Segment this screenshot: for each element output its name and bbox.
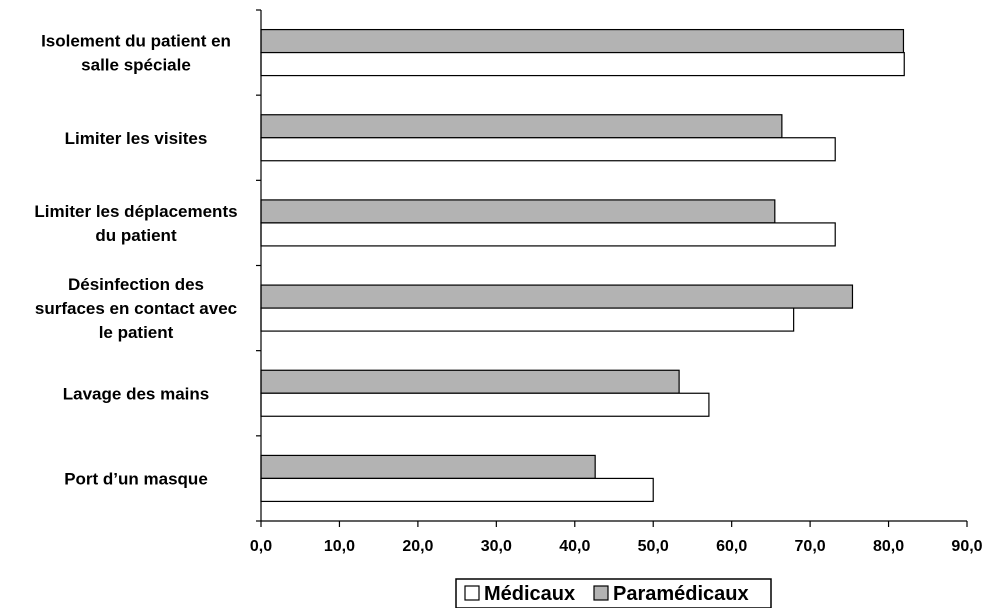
bar-paramedicaux	[260, 284, 854, 309]
bar-medicaux	[260, 392, 710, 417]
x-tick-label: 40,0	[559, 538, 590, 555]
category-label: Lavage des mains	[63, 384, 209, 403]
bar-paramedicaux	[260, 369, 680, 394]
bar-medicaux	[260, 222, 836, 247]
x-tick-label: 30,0	[481, 538, 512, 555]
category-label: Limiter les déplacements du patient	[34, 202, 237, 245]
category-label: Isolement du patient en salle spéciale	[41, 32, 231, 75]
x-tick-label: 80,0	[873, 538, 904, 555]
legend-swatch-medicaux	[464, 585, 480, 601]
category-labels: Isolement du patient en salle spéciale Lim…	[34, 32, 237, 489]
tick-labels: 0,0 10,0 20,0 30,0 40,0 50,0 60,0 70,0 80,0 90,0	[250, 538, 983, 555]
legend: Médicaux Paramédicaux	[455, 578, 772, 608]
x-tick-label: 10,0	[324, 538, 355, 555]
x-tick-label: 60,0	[716, 538, 747, 555]
bar-paramedicaux	[260, 114, 783, 139]
legend-label-medicaux: Médicaux	[484, 583, 575, 605]
x-tick-label: 70,0	[795, 538, 826, 555]
bar-paramedicaux	[260, 199, 776, 224]
category-label: Désinfection des surfaces en contact avec…	[35, 275, 237, 342]
bar-paramedicaux	[260, 28, 905, 54]
x-tick-label: 20,0	[402, 538, 433, 555]
category-label: Limiter les visites	[65, 129, 208, 148]
bar-medicaux	[260, 477, 654, 503]
bar-medicaux	[260, 137, 836, 162]
x-tick-label: 0,0	[250, 538, 272, 555]
bar-medicaux	[260, 307, 795, 332]
bars-layer	[260, 28, 905, 503]
legend-label-paramedicaux: Paramédicaux	[613, 583, 749, 605]
legend-swatch-paramedicaux	[593, 585, 609, 601]
bar-paramedicaux	[260, 454, 596, 480]
axes-layer	[256, 9, 968, 527]
legend-box	[455, 578, 772, 608]
x-tick-label: 90,0	[951, 538, 982, 555]
category-label: Port d’un masque	[64, 469, 208, 488]
x-tick-label: 50,0	[638, 538, 669, 555]
bar-medicaux	[260, 51, 905, 77]
